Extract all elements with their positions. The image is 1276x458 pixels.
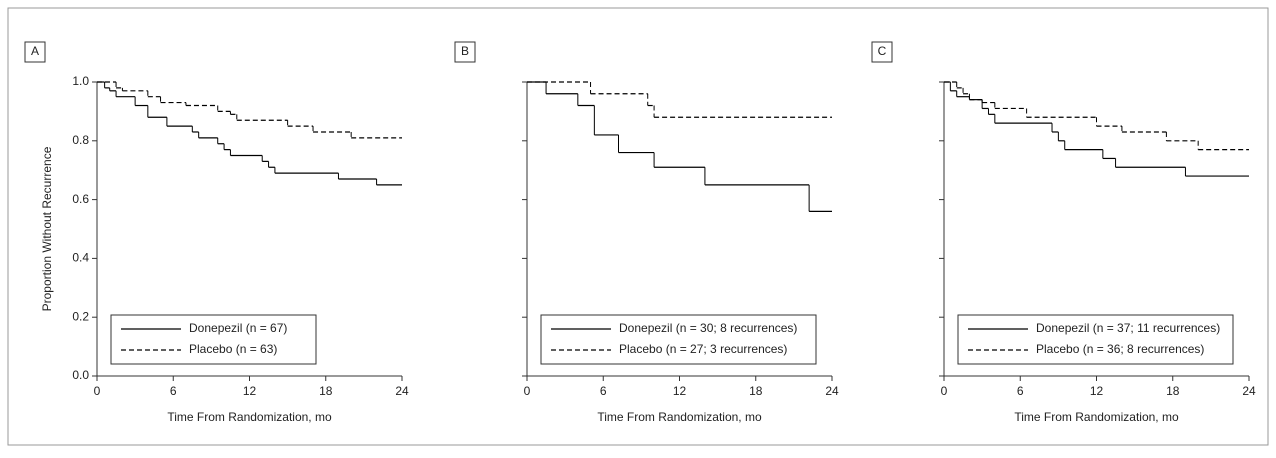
y-tick-label: 0.4 [72, 251, 89, 265]
x-tick-label: 6 [1017, 384, 1024, 398]
x-tick-label: 6 [600, 384, 607, 398]
panel-label: A [31, 44, 39, 58]
legend-box [110, 314, 317, 365]
panel-label-box [454, 41, 476, 63]
legend-label: Donepezil (n = 30; 8 recurrences) [619, 321, 797, 335]
x-tick-label: 0 [94, 384, 101, 398]
frame [7, 7, 1269, 446]
legend-label: Donepezil (n = 37; 11 recurrences) [1036, 321, 1220, 335]
legend-box [540, 314, 817, 365]
legend-box [957, 314, 1234, 365]
y-tick-label: 0.0 [72, 368, 89, 382]
x-tick-label: 12 [243, 384, 257, 398]
x-axis-label: Time From Randomization, mo [167, 410, 332, 424]
x-tick-label: 24 [825, 384, 839, 398]
x-tick-label: 18 [1166, 384, 1180, 398]
x-tick-label: 18 [319, 384, 333, 398]
x-axis-label: Time From Randomization, mo [1014, 410, 1179, 424]
panel-label-box [871, 41, 893, 63]
x-tick-label: 0 [941, 384, 948, 398]
legend-label: Placebo (n = 36; 8 recurrences) [1036, 342, 1204, 356]
x-tick-label: 24 [1242, 384, 1256, 398]
legend-label: Donepezil (n = 67) [189, 321, 287, 335]
x-tick-label: 12 [1090, 384, 1104, 398]
panel-label-box [24, 41, 46, 63]
panel-label: B [461, 44, 469, 58]
x-tick-label: 12 [673, 384, 687, 398]
x-tick-label: 18 [749, 384, 763, 398]
x-tick-label: 24 [395, 384, 409, 398]
y-tick-label: 0.6 [72, 192, 89, 206]
y-tick-label: 1.0 [72, 74, 89, 88]
y-tick-label: 0.8 [72, 133, 89, 147]
y-tick-label: 0.2 [72, 309, 89, 323]
x-axis-label: Time From Randomization, mo [597, 410, 762, 424]
legend-label: Placebo (n = 63) [189, 342, 277, 356]
x-tick-label: 6 [170, 384, 177, 398]
panel-label: C [878, 44, 887, 58]
y-axis-label: Proportion Without Recurrence [40, 146, 54, 311]
x-tick-label: 0 [524, 384, 531, 398]
legend-label: Placebo (n = 27; 3 recurrences) [619, 342, 787, 356]
